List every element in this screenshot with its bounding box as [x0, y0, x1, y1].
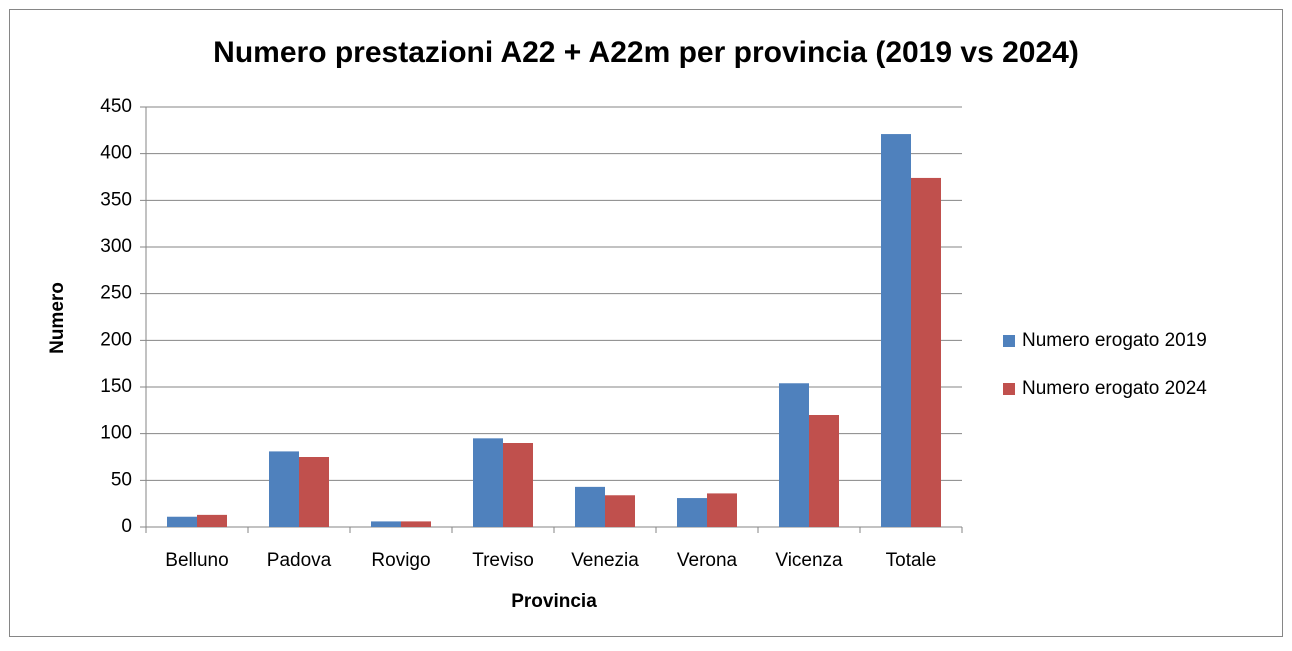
x-tick-label: Belluno: [165, 550, 228, 571]
y-tick-label: 400: [100, 143, 132, 164]
bar: [401, 521, 431, 527]
x-tick-label: Padova: [267, 550, 332, 571]
bar: [371, 521, 401, 527]
y-tick-label: 450: [100, 96, 132, 117]
bar: [809, 415, 839, 527]
y-tick-label: 100: [100, 423, 132, 444]
legend-label: Numero erogato 2019: [1022, 330, 1207, 351]
x-tick-label: Rovigo: [371, 550, 430, 571]
bar: [779, 383, 809, 527]
x-tick-label: Venezia: [571, 550, 639, 571]
x-tick-label: Verona: [677, 550, 738, 571]
bar: [197, 514, 227, 527]
bar: [473, 438, 503, 527]
bar: [707, 493, 737, 527]
bar: [299, 457, 329, 527]
legend-label: Numero erogato 2024: [1022, 378, 1207, 399]
y-tick-label: 150: [100, 376, 132, 397]
y-tick-label: 250: [100, 283, 132, 304]
chart-title: Numero prestazioni A22 + A22m per provin…: [213, 36, 1079, 69]
x-axis-label: Provincia: [511, 591, 597, 612]
bar: [911, 177, 941, 527]
bar: [269, 451, 299, 527]
x-tick-label: Vicenza: [775, 550, 843, 571]
bar: [575, 486, 605, 527]
chart-frame: [9, 9, 1283, 637]
bar: [677, 498, 707, 527]
bar: [605, 495, 635, 527]
legend-swatch: [1003, 335, 1015, 347]
bar: [881, 134, 911, 528]
x-tick-label: Totale: [886, 550, 937, 571]
x-tick-label: Treviso: [472, 550, 534, 571]
bar: [503, 443, 533, 527]
legend-swatch: [1003, 383, 1015, 395]
y-tick-label: 200: [100, 329, 132, 350]
y-tick-label: 0: [121, 516, 132, 537]
y-tick-label: 350: [100, 189, 132, 210]
y-axis-label: Numero: [47, 282, 68, 354]
y-tick-label: 50: [111, 469, 132, 490]
y-tick-label: 300: [100, 236, 132, 257]
bar: [167, 516, 197, 527]
